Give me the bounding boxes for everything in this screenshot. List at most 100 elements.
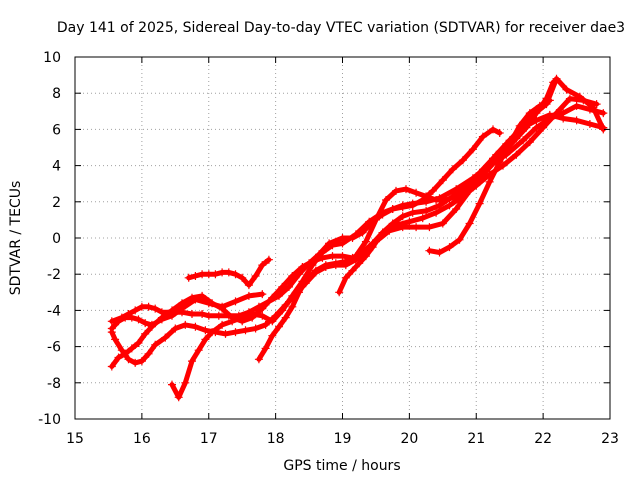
data-point [188,310,196,318]
data-point [445,243,454,252]
data-point [368,243,377,252]
y-tick-label: -4 [47,303,61,319]
data-point [539,123,548,132]
x-tick-label: 16 [133,431,151,447]
data-point [107,317,116,326]
data-point [141,329,150,338]
data-point [298,263,307,271]
chart-title: Day 141 of 2025, Sidereal Day-to-day VTE… [57,20,625,36]
data-point [174,393,183,402]
data-point [448,165,457,174]
data-point [335,288,344,297]
data-point [198,270,207,279]
data-point [231,328,240,337]
data-point [378,228,387,237]
data-point [137,302,146,311]
data-point [338,239,347,248]
data-point [157,315,166,324]
data-point [425,223,434,232]
data-point [432,196,441,204]
data-point [168,311,176,320]
data-point [599,109,608,118]
data-point [111,335,120,344]
data-point [308,261,317,270]
data-point [134,315,143,324]
data-point [341,273,350,282]
data-point [261,320,270,329]
data-point [137,357,146,366]
data-point [311,266,320,275]
data-point [295,288,303,297]
data-point [114,353,123,362]
data-point [251,324,260,333]
data-point [275,322,283,331]
data-point [422,206,431,215]
data-point [214,311,223,320]
data-point [495,129,504,137]
data-point [231,270,240,279]
data-point [131,306,140,315]
data-point [218,320,227,329]
data-point [445,201,454,210]
data-point [331,259,340,268]
data-point [114,317,123,326]
data-point [258,311,267,320]
y-tick-label: 0 [52,231,61,247]
data-point [188,357,196,366]
data-point [575,92,584,101]
data-point [412,223,421,232]
data-point [228,317,237,326]
data-point [425,246,434,255]
data-point [351,252,360,261]
data-point [211,270,220,279]
data-point [512,150,521,159]
data-point [489,125,497,134]
x-axis-label: GPS time / hours [283,458,400,474]
x-tick-label: 15 [66,431,84,447]
data-point [545,96,554,105]
data-point [388,219,397,228]
data-point [244,281,253,290]
data-point [405,217,414,226]
data-point [475,168,484,177]
data-point [365,217,374,226]
data-point [127,313,136,322]
data-point [432,208,441,217]
data-point [552,74,561,83]
data-point [198,291,207,300]
data-point [355,259,364,268]
data-point [475,199,484,208]
data-point [191,272,200,280]
data-point [338,252,347,261]
x-tick-label: 21 [467,431,485,447]
data-point [495,158,504,166]
tick-layer: 15 16 17 18 19 20 21 22 23 -10 -8 -6 -4 -2 0 2 4 6 8 10 [38,50,619,447]
data-point [515,121,524,130]
data-point [328,241,337,250]
data-point [478,132,487,141]
data-point [388,205,397,213]
data-point [328,252,337,261]
data-point [198,310,207,318]
data-point [585,120,594,128]
data-point [144,302,153,311]
data-point [468,145,477,154]
data-point [244,291,253,300]
data-point [208,328,217,337]
data-point [281,313,290,322]
data-point [572,116,581,125]
data-point [131,358,140,367]
data-point [435,248,444,257]
data-point [134,339,143,347]
data-point [458,156,467,165]
data-point [204,311,213,320]
data-point [268,317,277,326]
data-point [194,346,203,355]
data-point [264,255,273,264]
data-point [258,290,267,299]
data-point [532,123,541,132]
data-point [418,214,427,223]
data-point [151,340,160,349]
data-point [278,306,287,315]
data-point [408,201,417,210]
